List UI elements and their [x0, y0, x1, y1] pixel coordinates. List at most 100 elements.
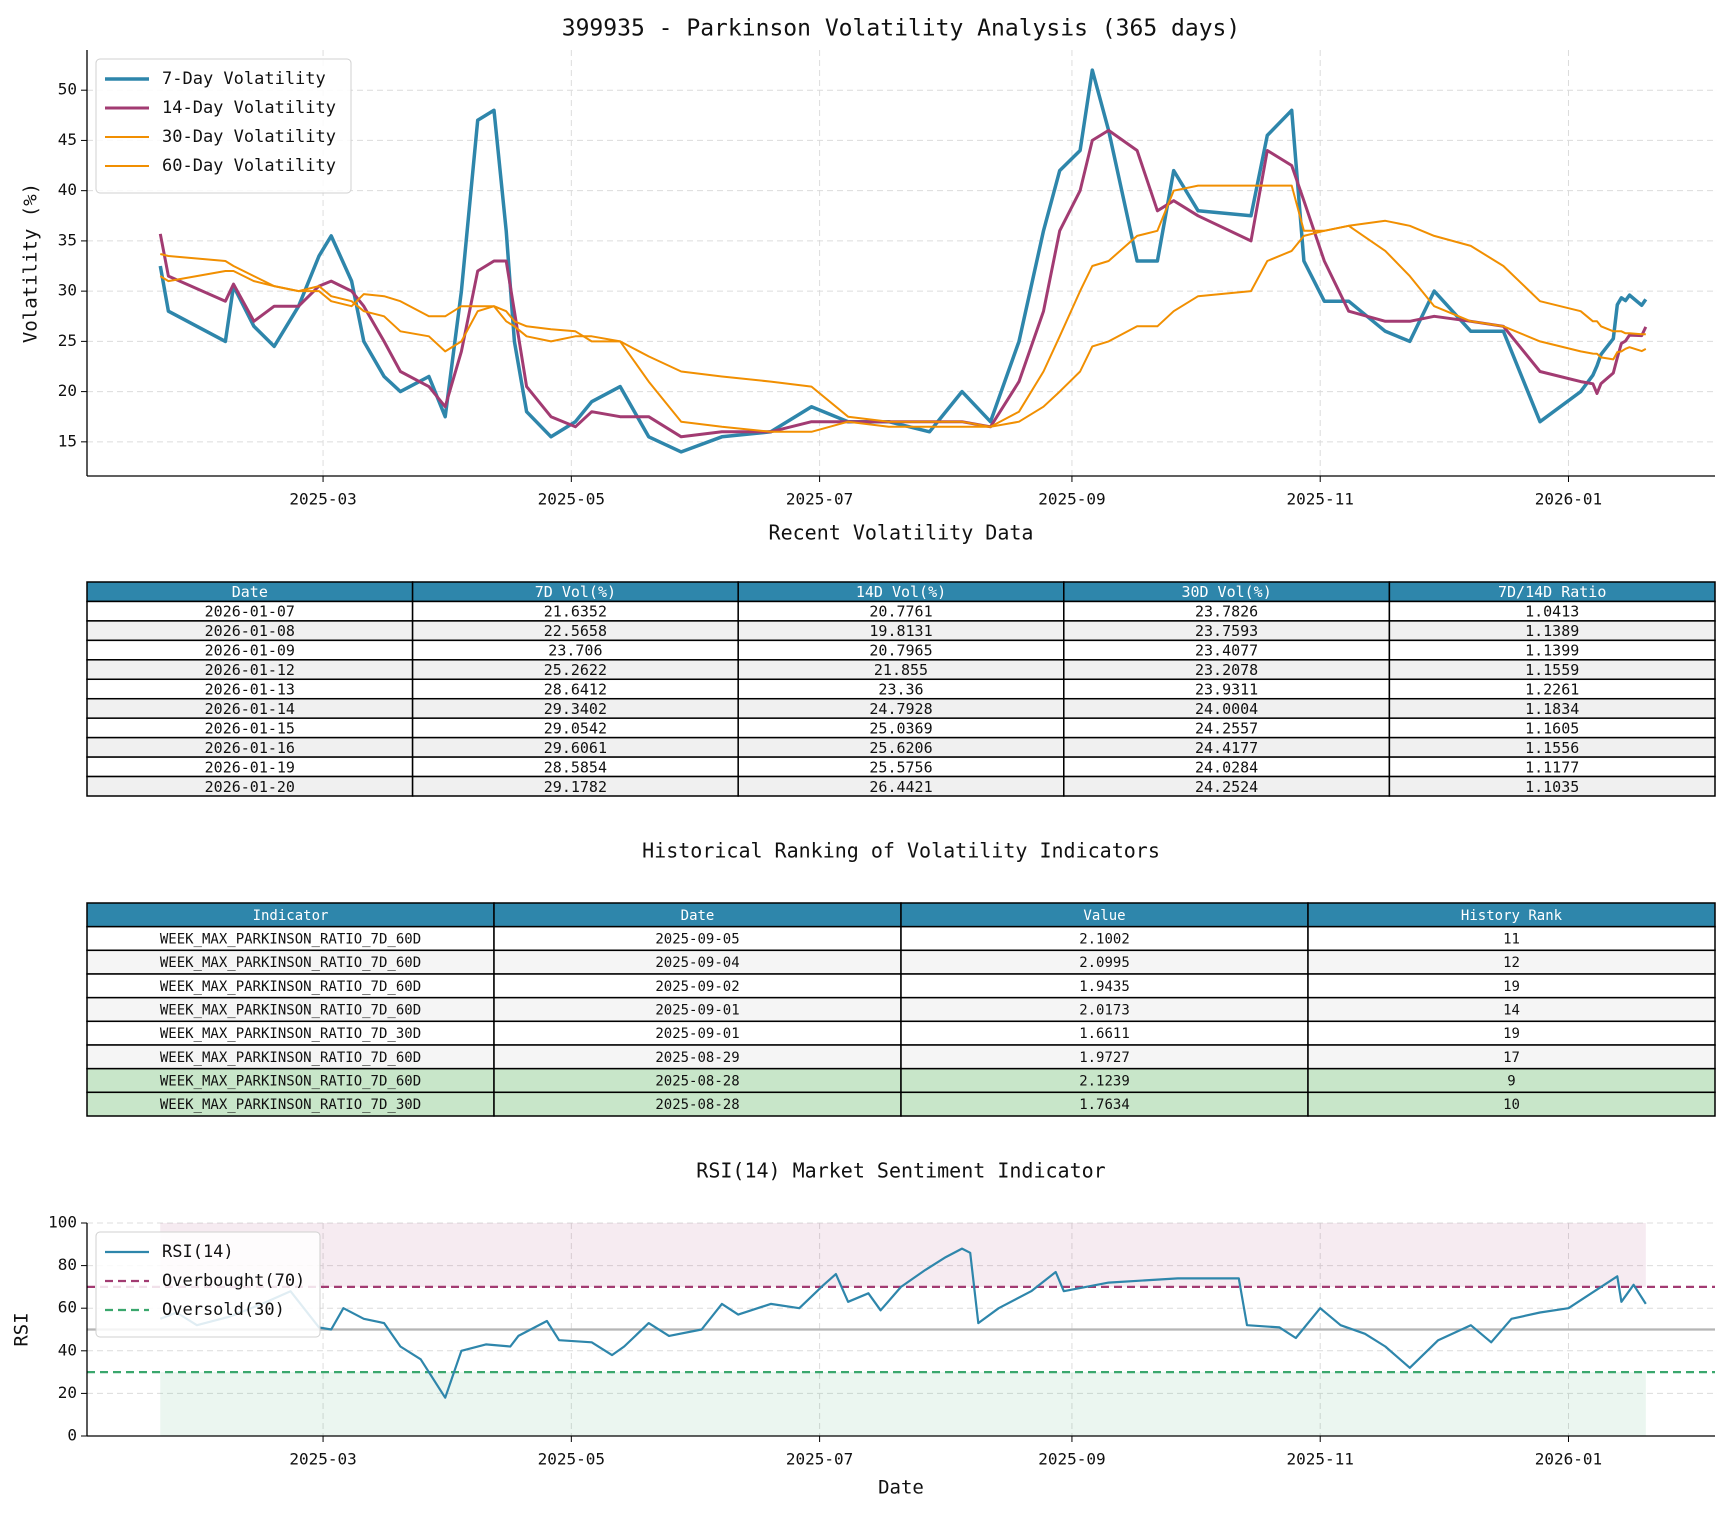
cell-text: 1.1559: [1525, 661, 1579, 679]
cell-text: 1.7634: [1079, 1097, 1130, 1113]
legend: 7-Day Volatility 14-Day Volatility 30-Day …: [95, 58, 352, 194]
cell-text: WEEK_MAX_PARKINSON_RATIO_7D_60D: [160, 932, 421, 948]
x-tick-label: 2025-09: [1038, 1450, 1105, 1469]
cell-text: 11: [1503, 932, 1520, 948]
table-cell: [1388, 775, 1716, 797]
cell-text: 24.0004: [1195, 700, 1258, 718]
x-tick-label: 2025-07: [786, 490, 853, 509]
cell-text: 2026-01-16: [205, 739, 295, 757]
cell-text: 2026-01-12: [205, 661, 295, 679]
cell-text: 23.7826: [1195, 603, 1258, 621]
chart-title: RSI(14) Market Sentiment Indicator: [696, 1159, 1105, 1183]
cell-text: 12: [1503, 955, 1520, 971]
cell-text: 25.5756: [869, 758, 932, 776]
cell-text: 1.1834: [1525, 700, 1579, 718]
y-tick-label: 60: [58, 1298, 77, 1317]
cell-text: 25.6206: [869, 739, 932, 757]
cell-text: 1.1035: [1525, 778, 1579, 796]
header-label: History Rank: [1461, 908, 1563, 924]
cell-text: 1.0413: [1525, 603, 1579, 621]
y-tick-label: 80: [58, 1255, 77, 1274]
cell-text: 2026-01-08: [205, 622, 295, 640]
legend-label: RSI(14): [162, 1242, 234, 1262]
cell-text: 2026-01-20: [205, 778, 295, 796]
cell-text: 25.2622: [544, 661, 607, 679]
cell-text: 23.9311: [1195, 681, 1258, 699]
cell-text: 2026-01-19: [205, 758, 295, 776]
cell-text: 2026-01-13: [205, 681, 295, 699]
table-cell: [1307, 1091, 1716, 1117]
cell-text: WEEK_MAX_PARKINSON_RATIO_7D_30D: [160, 1097, 421, 1113]
legend-label: 7-Day Volatility: [162, 69, 326, 89]
y-axis-label: Volatility (%): [20, 183, 42, 343]
cell-text: 2025-08-29: [655, 1050, 739, 1066]
y-tick-label: 15: [58, 431, 77, 450]
x-tick-label: 2025-09: [1038, 490, 1105, 509]
cell-text: 2026-01-07: [205, 603, 295, 621]
header-label: 7D/14D Ratio: [1498, 583, 1606, 601]
header-label: 30D Vol(%): [1181, 583, 1271, 601]
header-label: Date: [232, 583, 268, 601]
cell-text: 19.8131: [869, 622, 932, 640]
y-tick-label: 50: [58, 80, 77, 99]
header-label: Indicator: [253, 908, 329, 924]
x-tick-label: 2025-07: [786, 1450, 853, 1469]
legend-label: Overbought(70): [162, 1271, 305, 1291]
cell-text: 23.706: [548, 642, 602, 660]
y-tick-label: 100: [48, 1213, 77, 1232]
cell-text: 10: [1503, 1097, 1520, 1113]
cell-text: 19: [1503, 979, 1520, 995]
series-line: [158, 68, 1648, 454]
cell-text: 23.36: [878, 681, 923, 699]
cell-text: 24.2557: [1195, 719, 1258, 737]
cell-text: 29.3402: [544, 700, 607, 718]
legend-box: [95, 1231, 321, 1338]
y-tick-label: 40: [58, 180, 77, 199]
header-label: 7D Vol(%): [535, 583, 616, 601]
cell-text: 23.2078: [1195, 661, 1258, 679]
x-tick-label: 2026-01: [1535, 490, 1602, 509]
legend-label: 14-Day Volatility: [162, 98, 336, 118]
legend-label: Oversold(30): [162, 1300, 285, 1320]
cell-text: 21.855: [874, 661, 928, 679]
cell-text: WEEK_MAX_PARKINSON_RATIO_7D_60D: [160, 955, 421, 971]
x-tick-label: 2025-03: [289, 490, 356, 509]
cell-text: 2.0173: [1079, 1003, 1130, 1019]
cell-text: 2.1002: [1079, 932, 1130, 948]
cell-text: 2.0995: [1079, 955, 1130, 971]
table-title: Historical Ranking of Volatility Indicat…: [642, 839, 1160, 863]
cell-text: 29.0542: [544, 719, 607, 737]
cell-text: 20.7965: [869, 642, 932, 660]
cell-text: 2025-09-01: [655, 1026, 739, 1042]
legend-label: 30-Day Volatility: [162, 127, 336, 147]
cell-text: 1.1605: [1525, 719, 1579, 737]
cell-text: 21.6352: [544, 603, 607, 621]
cell-text: 1.1556: [1525, 739, 1579, 757]
y-tick-label: 30: [58, 281, 77, 300]
table-title: Recent Volatility Data: [769, 521, 1034, 545]
cell-text: 28.6412: [544, 681, 607, 699]
y-tick-label: 25: [58, 331, 77, 350]
header-label: Date: [681, 908, 715, 924]
cell-text: 23.4077: [1195, 642, 1258, 660]
cell-text: 1.9727: [1079, 1050, 1130, 1066]
cell-text: 14: [1503, 1003, 1520, 1019]
x-axis-label: Date: [878, 1477, 924, 1499]
y-tick-label: 20: [58, 1383, 77, 1402]
cell-text: 1.1389: [1525, 622, 1579, 640]
cell-text: 22.5658: [544, 622, 607, 640]
cell-text: 24.0284: [1195, 758, 1258, 776]
cell-text: WEEK_MAX_PARKINSON_RATIO_7D_60D: [160, 979, 421, 995]
cell-text: 2025-08-28: [655, 1097, 739, 1113]
cell-text: 2025-09-05: [655, 932, 739, 948]
x-tick-label: 2025-05: [538, 1450, 605, 1469]
y-tick-label: 40: [58, 1340, 77, 1359]
cell-text: 2025-09-01: [655, 1003, 739, 1019]
cell-text: 2026-01-09: [205, 642, 295, 660]
x-tick-label: 2025-11: [1286, 490, 1353, 509]
legend-box: [95, 58, 352, 194]
cell-text: 29.6061: [544, 739, 607, 757]
cell-text: 26.4421: [869, 778, 932, 796]
cell-text: 2025-09-04: [655, 955, 739, 971]
